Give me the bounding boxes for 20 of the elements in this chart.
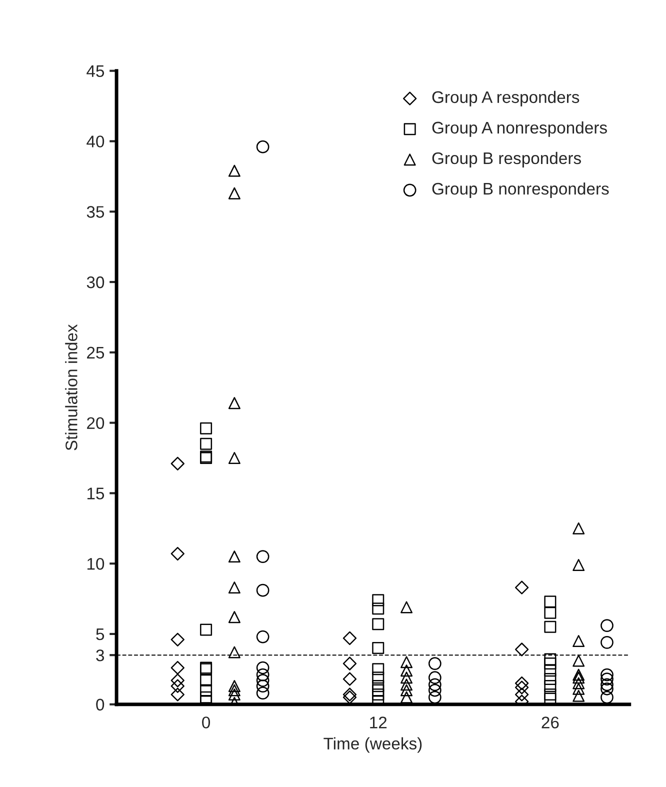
y-tick-label: 25 [87,346,104,359]
y-axis-title: Stimulation index [65,324,78,450]
y-tick-label: 35 [86,206,104,218]
y-tick-label: 40 [86,136,104,148]
y-tick-label: 0 [96,698,104,711]
y-tick-label: 15 [87,488,104,500]
x-axis-title: Time (weeks) [324,737,422,753]
y-tick-label: 3 [96,649,104,662]
x-tick-label: 26 [542,716,559,728]
y-tick-label: 45 [86,65,104,78]
x-tick-label: 0 [202,716,210,728]
y-tick-label: 20 [87,417,104,429]
legend-label: Group B responders [432,152,581,168]
y-tick-label: 10 [87,558,104,570]
y-tick-label: 30 [86,276,104,288]
x-tick-label: 12 [370,716,387,728]
legend-label: Group B nonresponders [432,182,609,198]
legend-label: Group A responders [432,90,580,106]
y-tick-label: 5 [96,628,104,640]
legend-label: Group A nonresponders [432,121,607,137]
